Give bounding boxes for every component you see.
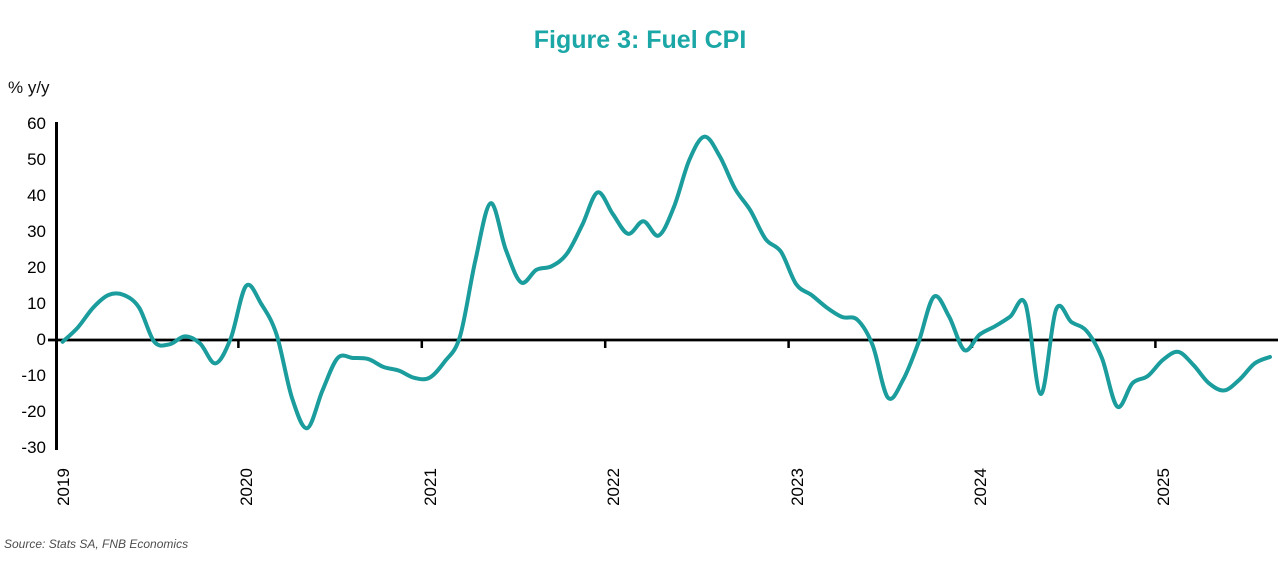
- y-axis-unit-label: % y/y: [8, 78, 50, 97]
- chart-title: Figure 3: Fuel CPI: [533, 26, 747, 54]
- y-tick-label: 0: [36, 330, 46, 349]
- x-tick-label: 2025: [1154, 468, 1174, 506]
- y-tick-label: -10: [21, 366, 46, 385]
- y-tick-label: 20: [27, 258, 46, 277]
- y-tick-label: 10: [27, 294, 46, 313]
- y-tick-label: -30: [21, 438, 46, 457]
- y-tick-label: -20: [21, 402, 46, 421]
- y-tick-label: 40: [27, 186, 46, 205]
- x-tick-label: 2024: [971, 468, 990, 506]
- source-note: Source: Stats SA, FNB Economics: [4, 537, 189, 551]
- x-tick-label: 2019: [54, 468, 73, 506]
- x-tick-label: 2022: [604, 468, 624, 506]
- y-tick-label: 50: [27, 150, 46, 169]
- fuel-cpi-line-series: [60, 134, 1272, 431]
- x-tick-label: 2021: [420, 468, 440, 506]
- x-tick-label: 2023: [787, 468, 807, 506]
- x-tick-label: 2020: [237, 468, 257, 506]
- y-tick-label: 30: [27, 222, 46, 241]
- y-tick-label: 60: [27, 114, 46, 133]
